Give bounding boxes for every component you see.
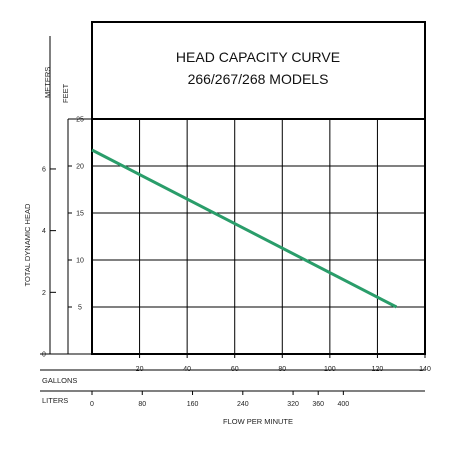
gallon-tick-label: 100 [324,366,336,373]
series [91,148,398,309]
meter-tick-label: 0 [42,352,46,359]
liter-tick-label: 160 [187,401,199,408]
gallon-tick-label: 120 [372,366,384,373]
meter-tick-label: 6 [42,166,46,173]
y-axis-label: TOTAL DYNAMIC HEAD [23,203,32,286]
meter-tick-label: 4 [42,228,46,235]
feet-tick-label: 15 [76,211,84,218]
gallon-tick-label: 60 [231,366,239,373]
chart-title: HEAD CAPACITY CURVE [176,49,340,65]
liter-tick-label: 400 [337,401,349,408]
chart-subtitle: 266/267/268 MODELS [188,71,329,87]
feet-tick-label: 20 [76,164,84,171]
liters-unit-label: LITERS [42,396,68,405]
gallons-unit-label: GALLONS [42,376,77,385]
liter-tick-label: 80 [138,401,146,408]
gallon-tick-label: 40 [183,366,191,373]
liter-tick-label: 360 [312,401,324,408]
liter-tick-label: 240 [237,401,249,408]
gallon-tick-label: 80 [278,366,286,373]
x-axis-label: FLOW PER MINUTE [223,417,293,426]
liter-tick-label: 320 [287,401,299,408]
meters-unit-label: METERS [43,67,52,98]
gallon-tick-label: 20 [136,366,144,373]
gallon-tick-label: 140 [419,366,431,373]
plot-frame [91,118,426,355]
feet-unit-label: FEET [61,83,70,103]
head-capacity-line [91,148,398,309]
liter-tick-label: 0 [90,401,94,408]
feet-tick-label: 25 [76,117,84,124]
meter-tick-label: 2 [42,290,46,297]
feet-tick-label: 5 [78,305,82,312]
feet-tick-label: 10 [76,258,84,265]
